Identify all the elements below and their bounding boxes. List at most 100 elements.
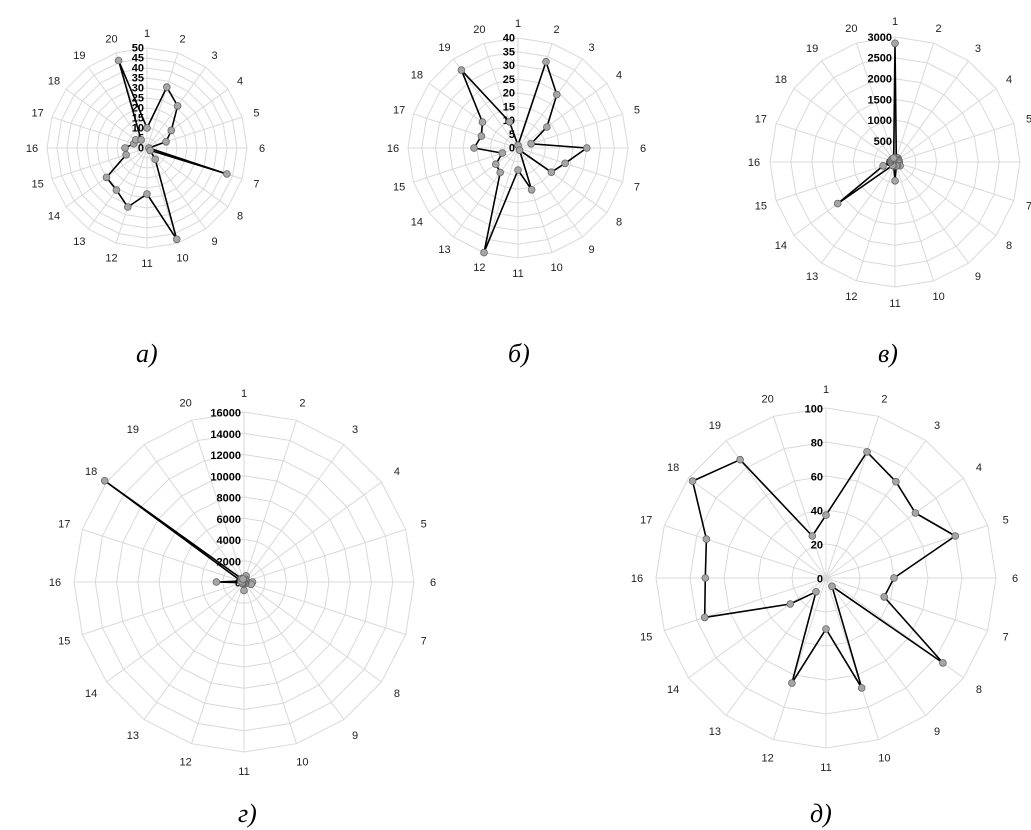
radial-tick-label: 2000	[868, 74, 892, 86]
grid-spoke	[191, 420, 245, 583]
radial-tick-label: 0	[235, 578, 241, 590]
data-point	[122, 151, 130, 159]
data-point	[162, 138, 170, 146]
data-point	[951, 532, 960, 540]
grid-spoke	[517, 58, 584, 149]
data-point	[102, 173, 111, 182]
radial-tick-label: 14000	[210, 429, 241, 441]
radial-tick-label: 12000	[210, 450, 241, 462]
category-label: 16	[631, 573, 643, 585]
data-point	[889, 154, 898, 162]
radial-tick-label: 60	[811, 472, 823, 484]
category-label: 7	[421, 635, 427, 647]
grid-spoke	[825, 577, 927, 716]
grid-spoke	[517, 147, 623, 183]
caption-v: в)	[878, 339, 898, 368]
category-label: 20	[105, 34, 117, 46]
category-label: 1	[892, 16, 898, 28]
data-point	[172, 235, 181, 244]
data-point	[143, 190, 151, 198]
grid-spoke	[894, 161, 997, 236]
grid-spoke	[825, 416, 879, 579]
data-point	[515, 146, 524, 155]
radial-tick-label: 1000	[868, 115, 892, 127]
category-label: 5	[634, 104, 640, 116]
data-point	[863, 448, 871, 456]
caption-b: б)	[508, 339, 530, 368]
data-point	[786, 600, 794, 608]
grid-spoke	[146, 147, 229, 208]
grid-spoke	[855, 42, 896, 163]
category-label: 3	[212, 50, 218, 62]
category-label: 13	[73, 236, 85, 248]
grid-spoke	[825, 477, 964, 579]
category-label: 11	[238, 766, 249, 778]
data-point	[239, 575, 247, 583]
grid-spoke	[428, 82, 519, 149]
category-label: 5	[1026, 113, 1031, 125]
category-label: 6	[430, 577, 436, 589]
category-label: 18	[411, 70, 423, 82]
category-label: 5	[421, 519, 427, 531]
radial-tick-label: 20	[503, 88, 515, 100]
category-label: 7	[1026, 201, 1031, 213]
radial-tick-label: 20	[811, 540, 823, 552]
grid-spoke	[894, 122, 1015, 163]
grid-spoke	[894, 60, 969, 163]
data-point	[808, 532, 817, 540]
data-point	[833, 199, 842, 208]
radial-tick-label: 30	[132, 83, 144, 95]
data-point	[812, 587, 820, 596]
radial-tick-label: 25	[503, 74, 515, 86]
radial-tick-label: 45	[132, 53, 144, 65]
category-label: 4	[1006, 74, 1012, 86]
radial-tick-label: 6000	[217, 514, 241, 526]
radial-tick-label: 500	[874, 136, 892, 148]
data-point	[939, 659, 947, 667]
grid-spoke	[191, 581, 245, 744]
radial-tick-label: 50	[132, 43, 144, 55]
category-label: 13	[127, 730, 139, 742]
grid-spoke	[51, 147, 148, 180]
grid-spoke	[825, 525, 988, 579]
data-point	[527, 186, 536, 194]
data-point	[828, 582, 836, 591]
category-label: 14	[775, 240, 787, 252]
grid-spoke	[243, 581, 297, 744]
data-point	[547, 168, 556, 177]
data-point	[514, 166, 522, 174]
category-label: 9	[588, 244, 594, 256]
data-point	[582, 144, 591, 152]
category-label: 6	[640, 143, 646, 155]
data-point	[788, 679, 796, 687]
grid-spoke	[664, 577, 827, 631]
category-label: 4	[237, 75, 243, 87]
radial-tick-label: 15	[503, 101, 515, 113]
data-point	[879, 162, 887, 170]
grid-spoke	[483, 147, 519, 253]
grid-spoke	[688, 577, 827, 679]
grid-spoke	[243, 581, 406, 635]
category-label: 1	[515, 18, 521, 30]
data-point	[891, 39, 899, 48]
category-label: 20	[179, 397, 191, 409]
grid-spoke	[773, 416, 827, 579]
grid-spoke	[143, 581, 245, 720]
data-point	[173, 102, 182, 110]
caption-a: а)	[136, 339, 158, 368]
data-point	[121, 144, 129, 152]
radial-tick-label: 20	[132, 103, 144, 115]
grid-spoke	[825, 577, 879, 740]
series-line	[691, 451, 957, 689]
category-label: 10	[176, 252, 188, 264]
category-label: 13	[806, 271, 818, 283]
data-point	[736, 455, 744, 464]
grid-spoke	[725, 577, 827, 716]
category-label: 9	[212, 236, 218, 248]
radial-tick-label: 0	[817, 574, 823, 586]
category-label: 12	[845, 291, 857, 303]
category-label: 7	[634, 182, 640, 194]
data-point	[561, 159, 569, 168]
category-label: 6	[1012, 573, 1018, 585]
category-label: 18	[85, 466, 97, 478]
